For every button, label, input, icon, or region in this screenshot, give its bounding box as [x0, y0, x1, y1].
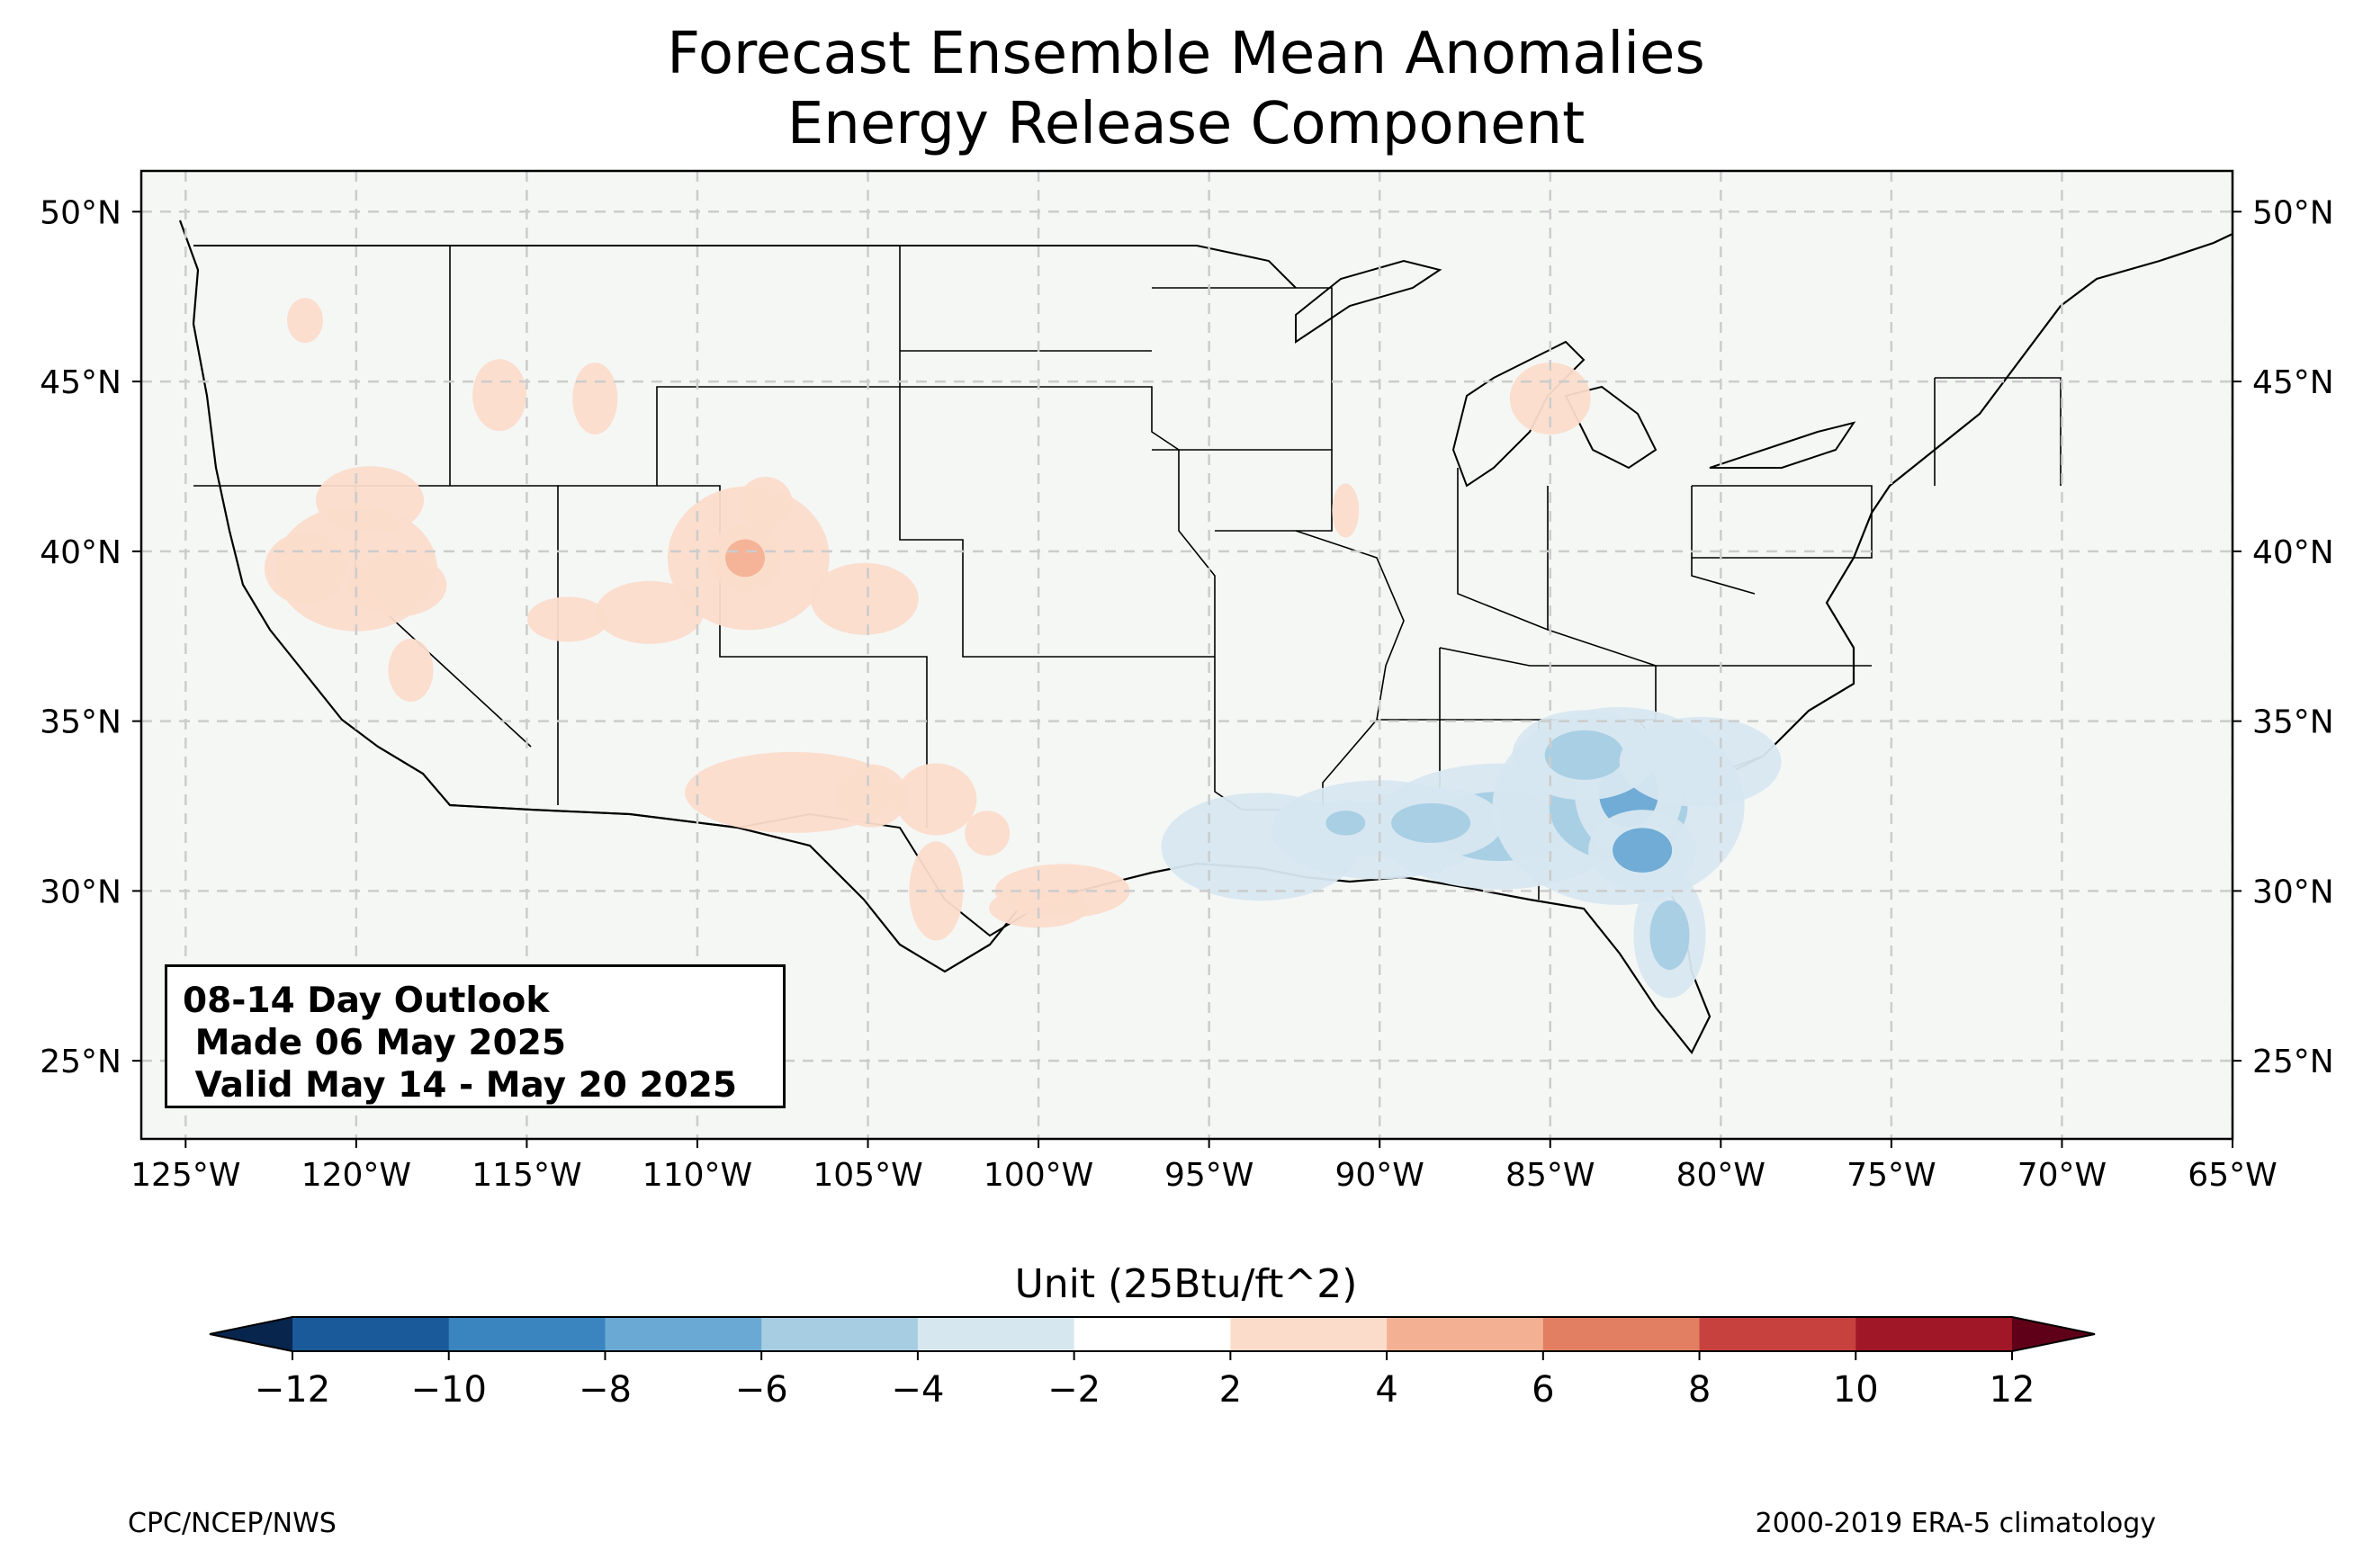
colorbar-segment — [1699, 1317, 1856, 1351]
anomaly-contour — [810, 562, 919, 635]
longitude-label: 70°W — [2017, 1157, 2107, 1194]
longitude-label: 120°W — [301, 1157, 411, 1194]
anomaly-contour — [264, 532, 346, 605]
longitude-label: 75°W — [1846, 1157, 1936, 1194]
latitude-label: 35°N — [2252, 704, 2334, 741]
colorbar-tick-label: −6 — [735, 1369, 788, 1411]
colorbar-over-arrow — [2012, 1317, 2095, 1351]
longitude-label: 125°W — [130, 1157, 240, 1194]
anomaly-contour — [1391, 802, 1471, 843]
colorbar-tick-label: −10 — [411, 1369, 487, 1411]
longitude-label: 115°W — [472, 1157, 581, 1194]
colorbar-tick-label: −4 — [891, 1369, 944, 1411]
anomaly-contours — [264, 298, 1782, 999]
credit-label: CPC/NCEP/NWS — [128, 1508, 337, 1539]
anomaly-contour — [472, 359, 527, 432]
colorbar-title: Unit (25Btu/ft^2) — [1014, 1261, 1358, 1307]
anomaly-contour — [526, 596, 608, 642]
anomaly-contour — [725, 539, 766, 578]
graticule — [141, 171, 2233, 1139]
colorbar-tick-label: −12 — [255, 1369, 330, 1411]
latitude-label: 45°N — [2252, 364, 2334, 401]
longitude-label: 90°W — [1334, 1157, 1424, 1194]
latitude-labels-right: 50°N 45°N 40°N 35°N 30°N 25°N — [2233, 194, 2334, 1080]
anomaly-contour — [994, 864, 1130, 918]
anomaly-contour — [1619, 716, 1782, 807]
colorbar-tick-labels: −12 −10 −8 −6 −4 −2 2 4 6 8 10 12 — [255, 1351, 2035, 1411]
latitude-label: 30°N — [40, 874, 121, 910]
latitude-label: 50°N — [2252, 194, 2334, 231]
colorbar-tick-label: 4 — [1375, 1369, 1397, 1411]
anomaly-contour — [1332, 483, 1360, 538]
anomaly-contour — [595, 580, 704, 644]
chart-title-line-2: Energy Release Component — [786, 91, 1586, 157]
latitude-label: 25°N — [40, 1044, 121, 1080]
outlook-made-date: Made 06 May 2025 — [183, 1023, 566, 1063]
colorbar-under-arrow — [210, 1317, 292, 1351]
latitude-label: 50°N — [40, 194, 121, 231]
colorbar-segment — [1074, 1317, 1231, 1351]
colorbar-tick-label: 8 — [1688, 1369, 1711, 1411]
longitude-label: 85°W — [1505, 1157, 1595, 1194]
map-frame — [139, 169, 2234, 1141]
anomaly-contour — [835, 764, 908, 828]
colorbar — [209, 1316, 2096, 1352]
latitude-label: 25°N — [2252, 1044, 2334, 1080]
longitude-label: 110°W — [642, 1157, 752, 1194]
colorbar-tick-label: 12 — [1990, 1369, 2035, 1411]
colorbar-segment — [1855, 1317, 2013, 1351]
latitude-label: 40°N — [40, 534, 121, 571]
anomaly-contour — [1544, 730, 1624, 780]
anomaly-contour — [347, 553, 447, 617]
anomaly-contour — [1649, 900, 1690, 970]
colorbar-segment — [1387, 1317, 1544, 1351]
colorbar-tick-label: 10 — [1833, 1369, 1879, 1411]
anomaly-contour — [286, 298, 323, 344]
climatology-label: 2000-2019 ERA-5 climatology — [1755, 1508, 2156, 1539]
outlook-box: 08-14 Day Outlook Made 06 May 2025 Valid… — [165, 964, 786, 1108]
anomaly-contour — [738, 476, 793, 531]
colorbar-segment — [761, 1317, 919, 1351]
latitude-label: 45°N — [40, 364, 121, 401]
anomaly-contour — [1613, 828, 1673, 873]
longitude-label: 105°W — [813, 1157, 922, 1194]
latitude-label: 35°N — [40, 704, 121, 741]
us-outline — [178, 220, 2233, 1055]
longitude-label: 100°W — [984, 1157, 1093, 1194]
anomaly-contour — [572, 362, 618, 435]
latitude-label: 40°N — [2252, 534, 2334, 571]
longitude-label: 95°W — [1164, 1157, 1253, 1194]
latitude-label: 30°N — [2252, 874, 2334, 910]
outlook-valid-range: Valid May 14 - May 20 2025 — [183, 1065, 738, 1106]
chart-title-line-1: Forecast Ensemble Mean Anomalies — [667, 21, 1705, 87]
northern-border — [193, 245, 1297, 289]
longitude-label: 80°W — [1676, 1157, 1766, 1194]
anomaly-contour — [1325, 811, 1366, 836]
longitude-labels: 125°W 120°W 115°W 110°W 105°W 100°W 95°W 90°W 85… — [130, 1139, 2278, 1194]
anomaly-contour — [388, 638, 434, 702]
longitude-label: 65°W — [2188, 1157, 2277, 1194]
colorbar-segment — [1542, 1317, 1701, 1351]
colorbar-segment — [1230, 1317, 1388, 1351]
outlook-period: 08-14 Day Outlook — [183, 981, 550, 1021]
colorbar-segment — [917, 1317, 1075, 1351]
latitude-labels-left: 50°N 45°N 40°N 35°N 30°N 25°N — [40, 194, 141, 1080]
colorbar-segment — [292, 1317, 450, 1351]
colorbar-tick-label: −8 — [579, 1369, 632, 1411]
anomaly-contour — [895, 763, 977, 836]
colorbar-tick-label: −2 — [1047, 1369, 1101, 1411]
colorbar-tick-label: 2 — [1219, 1369, 1242, 1411]
colorbar-tick-label: 6 — [1532, 1369, 1554, 1411]
anomaly-contour — [965, 811, 1011, 856]
colorbar-segment — [605, 1317, 762, 1351]
colorbar-segment — [448, 1317, 606, 1351]
